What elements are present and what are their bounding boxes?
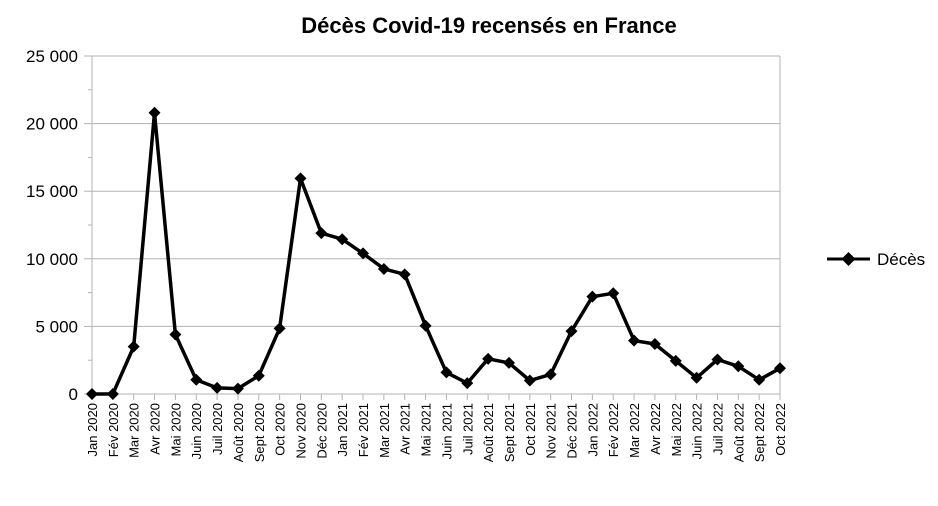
x-tick-label: Mai 2022 [669,403,684,456]
data-point [336,233,349,246]
data-point [711,353,724,366]
y-tick-label: 20 000 [26,115,78,134]
data-point [86,388,98,400]
x-tick-label: Déc 2020 [314,403,329,459]
x-axis-ticks: Jan 2020 Fév 2020 Mar 2020 Avr 2020 Mai 2020… [85,394,788,462]
gridlines [92,55,780,327]
x-tick-label: Nov 2020 [293,403,308,459]
data-point [377,262,390,275]
legend-diamond-marker [841,252,856,266]
data-point [148,106,161,119]
data-point [774,362,786,375]
x-tick-label: Mai 2021 [419,403,434,456]
data-point [315,227,328,240]
x-tick-label: Jan 2022 [585,403,600,457]
x-tick-label: Fév 2021 [356,403,371,457]
x-tick-label: Oct 2021 [523,403,538,456]
y-tick-label: 10 000 [26,250,78,269]
x-tick-label: Mar 2021 [377,403,392,458]
data-point [753,373,766,386]
y-axis-ticks: 0 5 000 10 000 15 000 20 000 25 000 [26,47,92,404]
x-tick-label: Juil 2021 [460,403,475,455]
data-point [398,268,411,281]
y-tick-label: 5 000 [35,317,78,336]
legend: Décès [827,250,925,269]
data-point [106,388,119,400]
data-point [607,287,620,300]
y-tick-label: 0 [69,385,78,404]
y-tick-label: 25 000 [26,47,78,66]
data-point [502,356,515,369]
x-tick-label: Nov 2021 [544,403,559,459]
x-tick-label: Oct 2020 [273,403,288,456]
data-point [732,360,745,373]
data-point [252,369,265,382]
x-tick-label: Oct 2022 [773,403,788,456]
data-point [190,373,203,386]
x-tick-label: Jan 2021 [335,403,350,457]
x-tick-label: Jan 2020 [85,403,100,457]
data-point [586,290,599,303]
x-tick-label: Mar 2022 [627,403,642,458]
axes [91,56,781,395]
data-point [482,352,495,365]
data-point [440,366,453,379]
data-point [690,371,703,384]
data-point [523,374,536,387]
data-point [628,334,641,347]
x-tick-label: Avr 2020 [148,403,163,455]
x-tick-label: Mai 2020 [168,403,183,456]
x-tick-label: Juil 2022 [710,403,725,455]
x-tick-label: Sept 2022 [752,403,767,462]
x-tick-label: Fév 2020 [106,403,121,457]
data-point [231,382,244,395]
data-point [127,340,140,353]
x-tick-label: Juin 2020 [189,403,204,459]
data-point [648,337,661,350]
x-tick-label: Fév 2022 [606,403,621,457]
x-tick-label: Sept 2020 [252,403,267,462]
legend-entry-deces: Décès [877,250,925,269]
data-point [357,247,370,260]
x-tick-label: Août 2020 [231,403,246,462]
data-point [294,172,307,185]
x-tick-label: Déc 2021 [565,403,580,459]
x-tick-label: Juil 2020 [210,403,225,455]
data-point [273,322,286,335]
x-tick-label: Avr 2022 [648,403,663,455]
x-tick-label: Août 2021 [481,403,496,462]
data-point [565,325,578,338]
x-tick-label: Août 2022 [731,403,746,462]
chart-title: Décès Covid-19 recensés en France [301,13,676,38]
data-point [669,354,682,367]
data-point [544,368,557,381]
x-tick-label: Mar 2020 [127,403,142,458]
x-tick-label: Avr 2021 [398,403,413,455]
data-point [169,328,182,341]
data-point [419,319,432,332]
x-tick-label: Juin 2022 [690,403,705,459]
x-tick-label: Juin 2021 [439,403,454,459]
data-point [211,381,224,394]
series-deces [86,106,786,400]
series-line [92,111,781,396]
y-tick-label: 15 000 [26,182,78,201]
x-tick-label: Sept 2021 [502,403,517,462]
data-point [461,377,474,390]
